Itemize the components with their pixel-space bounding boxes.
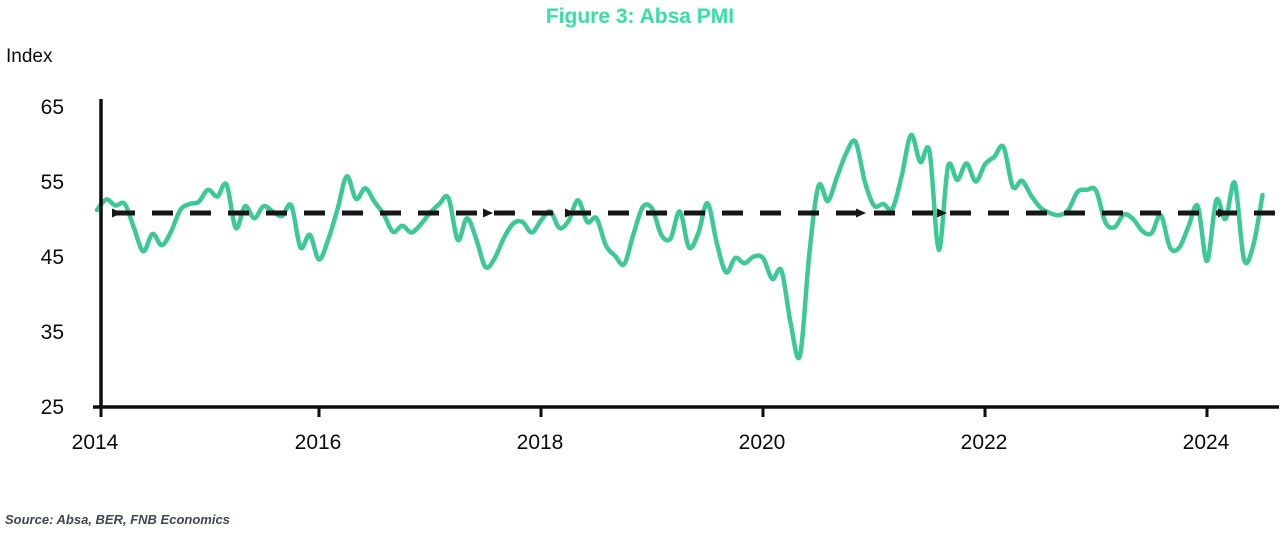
source-note: Source: Absa, BER, FNB Economics bbox=[5, 512, 230, 527]
chart-title: Figure 3: Absa PMI bbox=[545, 5, 735, 28]
x-axis-labels: 2014 2016 2018 2020 2022 2024 bbox=[72, 431, 1230, 454]
y-tick-label: 65 bbox=[41, 96, 64, 119]
y-tick-label: 55 bbox=[41, 171, 64, 194]
x-tick-label: 2020 bbox=[739, 431, 786, 454]
y-axis-title: Index bbox=[6, 46, 53, 67]
x-tick-label: 2014 bbox=[72, 431, 119, 454]
x-axis-ticks bbox=[99, 407, 1209, 417]
y-axis-labels: 65 55 45 35 25 bbox=[41, 96, 64, 419]
x-tick-label: 2018 bbox=[517, 431, 564, 454]
y-tick-label: 35 bbox=[41, 321, 64, 344]
x-tick-label: 2022 bbox=[961, 431, 1008, 454]
pmi-line bbox=[94, 132, 1265, 361]
x-tick-label: 2024 bbox=[1183, 431, 1230, 454]
y-tick-label: 25 bbox=[41, 396, 64, 419]
y-tick-label: 45 bbox=[41, 246, 64, 269]
x-tick-label: 2016 bbox=[295, 431, 342, 454]
